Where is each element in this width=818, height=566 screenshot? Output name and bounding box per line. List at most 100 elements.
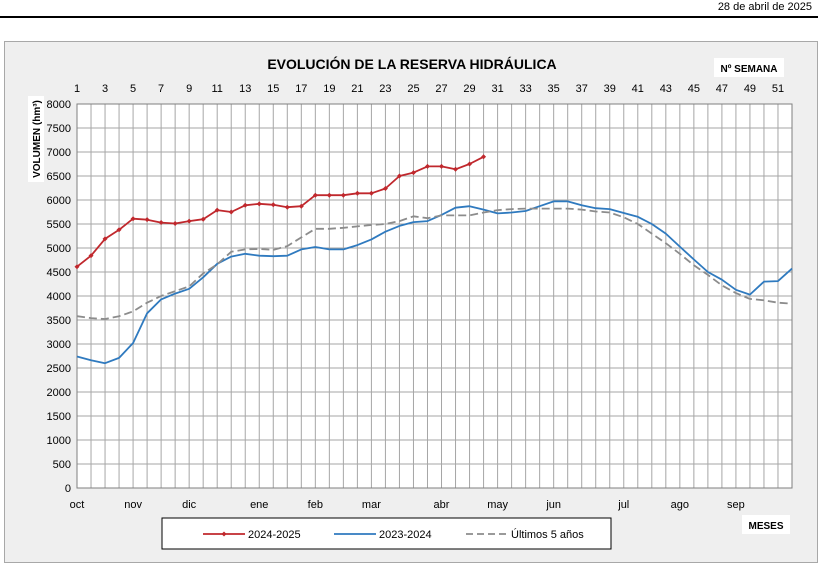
series-line-2023-2024	[76, 200, 793, 365]
data-point-2024-2025	[340, 192, 346, 198]
week-tick-label: 49	[744, 83, 756, 95]
y-axis-ticks: 0 500 1000 1500 2000 2500 3000 3500 4000 4500 5000…	[47, 99, 71, 495]
header-rule	[0, 16, 818, 18]
month-axis-ticks: oct nov dic ene feb mar abr may jun jul ago sep	[70, 499, 745, 511]
week-tick-label: 39	[604, 83, 616, 95]
data-point-2024-2025	[467, 161, 473, 167]
series-group	[74, 154, 793, 365]
y-tick-label: 5000	[47, 243, 71, 255]
week-tick-label: 15	[267, 83, 279, 95]
week-axis-label: Nº SEMANA	[721, 64, 778, 75]
y-axis-label: VOLUMEN (hm³)	[32, 100, 43, 178]
week-tick-label: 17	[295, 83, 307, 95]
week-tick-label: 25	[407, 83, 419, 95]
week-tick-label: 23	[379, 83, 391, 95]
week-tick-label: 45	[688, 83, 700, 95]
week-tick-label: 31	[491, 83, 503, 95]
y-tick-label: 5500	[47, 219, 71, 231]
data-point-2024-2025	[326, 192, 332, 198]
week-tick-label: 33	[520, 83, 532, 95]
y-tick-label: 500	[53, 459, 71, 471]
data-point-2024-2025	[242, 202, 248, 208]
y-tick-label: 3500	[47, 315, 71, 327]
week-tick-label: 29	[463, 83, 475, 95]
month-tick-label: nov	[124, 499, 142, 511]
week-tick-label: 27	[435, 83, 447, 95]
month-tick-label: abr	[434, 499, 450, 511]
legend-label-2023-2024: 2023-2024	[379, 529, 432, 541]
data-point-2024-2025	[158, 220, 164, 226]
y-tick-label: 3000	[47, 339, 71, 351]
y-tick-label: 0	[65, 483, 71, 495]
month-tick-label: may	[487, 499, 508, 511]
month-tick-label: feb	[308, 499, 323, 511]
month-tick-label: sep	[727, 499, 745, 511]
data-point-2024-2025	[298, 203, 304, 209]
week-tick-label: 1	[74, 83, 80, 95]
data-point-2024-2025	[88, 253, 94, 259]
data-point-2024-2025	[256, 201, 262, 207]
month-tick-label: jun	[545, 499, 561, 511]
data-point-2024-2025	[102, 236, 108, 242]
data-point-2024-2025	[284, 204, 290, 210]
week-tick-label: 43	[660, 83, 672, 95]
month-tick-label: oct	[70, 499, 85, 511]
week-tick-label: 13	[239, 83, 251, 95]
data-point-2024-2025	[453, 166, 459, 172]
data-point-2024-2025	[382, 185, 388, 191]
week-tick-label: 3	[102, 83, 108, 95]
data-point-2024-2025	[130, 216, 136, 222]
y-tick-label: 8000	[47, 99, 71, 111]
week-tick-label: 37	[576, 83, 588, 95]
week-tick-label: 7	[158, 83, 164, 95]
data-point-2024-2025	[116, 227, 122, 233]
month-tick-label: ene	[250, 499, 268, 511]
week-axis-ticks: 1 3 5 7 9 11 13 15 17 19 21 23 25 27 29 31 33 35 37 39 41 43 4…	[74, 83, 784, 95]
month-axis-label-box	[742, 515, 790, 534]
week-tick-label: 21	[351, 83, 363, 95]
y-tick-label: 1500	[47, 411, 71, 423]
y-tick-label: 7000	[47, 147, 71, 159]
week-tick-label: 47	[716, 83, 728, 95]
week-axis-label-box	[714, 58, 784, 77]
data-point-2024-2025	[424, 163, 430, 169]
legend: 2024-2025 2023-2024 Últimos 5 años	[161, 517, 612, 550]
data-point-2024-2025	[410, 170, 416, 176]
data-point-2024-2025	[396, 173, 402, 179]
week-tick-label: 11	[211, 83, 222, 95]
week-tick-label: 35	[548, 83, 560, 95]
data-point-2024-2025	[186, 218, 192, 224]
month-tick-label: mar	[362, 499, 381, 511]
data-point-2024-2025	[354, 190, 360, 196]
plot-frame	[76, 103, 793, 489]
week-tick-label: 5	[130, 83, 136, 95]
y-tick-label: 6500	[47, 171, 71, 183]
y-tick-label: 6000	[47, 195, 71, 207]
month-tick-label: jul	[617, 499, 629, 511]
data-point-2024-2025	[368, 190, 374, 196]
series-line-ultimos-5-anos	[76, 207, 793, 320]
y-tick-label: 2000	[47, 387, 71, 399]
data-point-2024-2025	[74, 264, 80, 270]
week-tick-label: 19	[323, 83, 335, 95]
y-tick-label: 4500	[47, 267, 71, 279]
month-axis-label: MESES	[748, 521, 783, 532]
data-point-2024-2025	[439, 163, 445, 169]
y-tick-label: 2500	[47, 363, 71, 375]
y-axis-label-box	[28, 96, 44, 182]
data-point-2024-2025	[312, 192, 318, 198]
legend-label-2024-2025: 2024-2025	[248, 529, 301, 541]
data-point-2024-2025	[270, 202, 276, 208]
data-point-2024-2025	[481, 154, 487, 160]
data-point-2024-2025	[172, 221, 178, 227]
week-tick-label: 51	[772, 83, 784, 95]
report-date: 28 de abril de 2025	[717, 1, 812, 13]
legend-marker-2024-2025	[221, 531, 227, 537]
y-tick-label: 4000	[47, 291, 71, 303]
legend-label-ultimos-5-anos: Últimos 5 años	[511, 528, 584, 541]
week-tick-label: 9	[186, 83, 192, 95]
data-point-2024-2025	[228, 209, 234, 215]
data-point-2024-2025	[214, 207, 220, 213]
week-tick-label: 41	[632, 83, 644, 95]
